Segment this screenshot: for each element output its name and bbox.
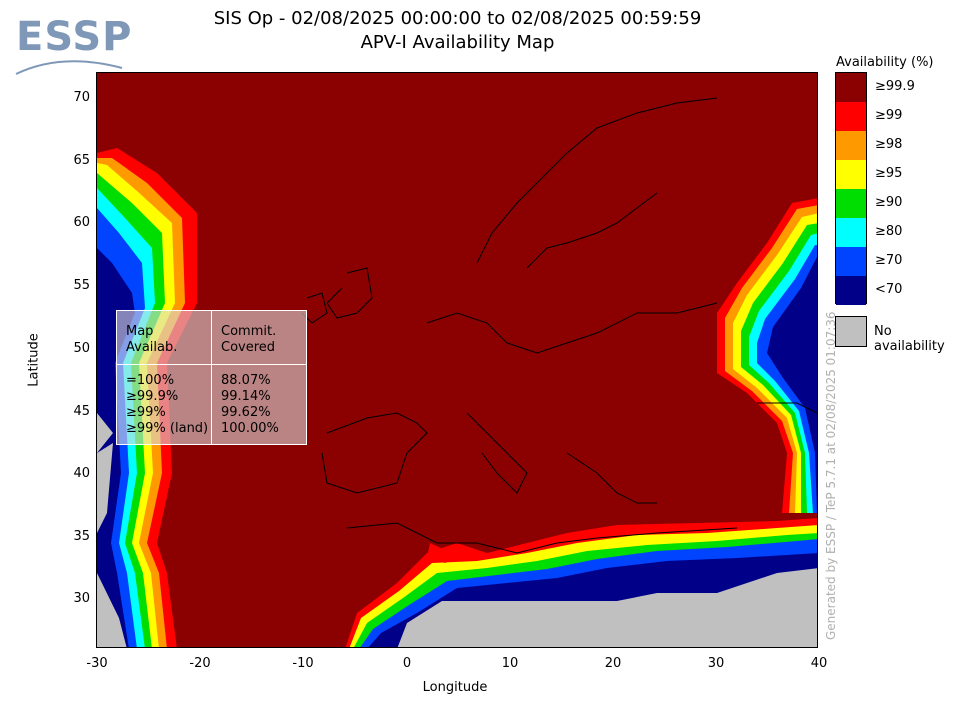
stats-level-column: =100% ≥99.9% ≥99% ≥99% (land)	[126, 373, 208, 437]
header-availab: Availab.	[126, 340, 178, 355]
y-tick-40: 40	[73, 466, 90, 481]
map-title: SIS Op - 02/08/2025 00:00:00 to 02/08/20…	[213, 8, 702, 29]
covered-row-2: 99.14%	[221, 389, 271, 404]
logo-swoosh-icon	[15, 60, 123, 75]
y-tick-60: 60	[73, 215, 90, 230]
y-axis-title: Latitude	[26, 333, 42, 387]
x-tick-0: 0	[402, 656, 412, 671]
header-map: Map	[126, 324, 154, 339]
legend-label-98: ≥98	[875, 137, 903, 152]
legend-title: Availability (%)	[836, 55, 934, 70]
header-commit: Commit.	[221, 324, 277, 339]
level-row-4: ≥99% (land)	[126, 421, 209, 436]
legend-swatch-70	[836, 247, 866, 276]
legend-swatch-lt70	[836, 276, 866, 305]
covered-row-3: 99.62%	[221, 405, 271, 420]
level-row-1: =100%	[126, 373, 175, 388]
legend-swatch-98	[836, 131, 866, 160]
legend-swatch-99	[836, 102, 866, 131]
legend-swatch-95	[836, 160, 866, 189]
legend-label-95: ≥95	[875, 166, 903, 181]
y-tick-50: 50	[73, 341, 90, 356]
x-axis-title: Longitude	[422, 680, 488, 695]
legend-label-90: ≥90	[875, 195, 903, 210]
x-tick-minus30: -30	[86, 656, 108, 671]
legend-label-70: ≥70	[875, 253, 903, 268]
x-tick-minus20: -20	[189, 656, 211, 671]
x-tick-minus10: -10	[292, 656, 314, 671]
legend-swatch-80	[836, 218, 866, 247]
header-covered: Covered	[221, 340, 276, 355]
y-tick-45: 45	[73, 404, 90, 419]
legend-label-99-9: ≥99.9	[875, 79, 915, 94]
no-availability-swatch	[835, 316, 867, 347]
y-tick-65: 65	[73, 153, 90, 168]
level-row-2: ≥99.9%	[126, 389, 179, 404]
level-row-3: ≥99%	[126, 405, 166, 420]
south-coverage-band	[345, 518, 817, 647]
coverage-stats-table: Map Availab. Commit. Covered =100% ≥99.9…	[116, 310, 307, 445]
essp-logo: ESSP	[12, 12, 142, 82]
stats-covered-column: 88.07% 99.14% 99.62% 100.00%	[221, 373, 279, 437]
x-tick-20: 20	[604, 656, 622, 671]
legend-label-lt70: <70	[875, 282, 903, 297]
legend-swatch-90	[836, 189, 866, 218]
east-coverage-band	[717, 198, 817, 513]
legend-colorbar	[835, 72, 867, 305]
map-subtitle: APV-I Availability Map	[360, 32, 555, 53]
coastlines	[301, 97, 817, 554]
legend-swatch-99-9	[836, 73, 866, 102]
legend-label-80: ≥80	[875, 224, 903, 239]
x-tick-10: 10	[501, 656, 519, 671]
logo-text: ESSP	[16, 14, 133, 60]
table-divider-v	[211, 311, 212, 444]
y-tick-55: 55	[73, 278, 90, 293]
stats-col2-header: Commit. Covered	[221, 324, 276, 356]
generated-by-text: Generated by ESSP / TeP 5.7.1 at 02/08/2…	[824, 311, 838, 640]
y-tick-35: 35	[73, 529, 90, 544]
covered-row-1: 88.07%	[221, 373, 271, 388]
x-tick-30: 30	[707, 656, 725, 671]
stats-col1-header: Map Availab.	[126, 324, 177, 356]
x-tick-40: 40	[810, 656, 828, 671]
covered-row-4: 100.00%	[221, 421, 279, 436]
legend-label-99: ≥99	[875, 108, 903, 123]
y-tick-30: 30	[73, 591, 90, 606]
y-tick-70: 70	[73, 90, 90, 105]
no-availability-label: No availability	[874, 324, 945, 354]
